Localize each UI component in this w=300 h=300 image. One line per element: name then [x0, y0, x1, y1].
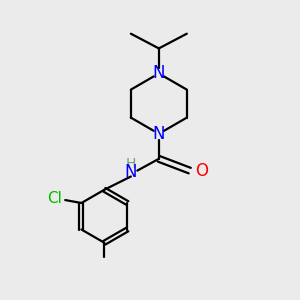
Text: H: H: [126, 157, 136, 171]
Text: Cl: Cl: [47, 191, 62, 206]
Text: O: O: [195, 162, 208, 180]
Text: N: N: [153, 64, 165, 82]
Text: N: N: [153, 125, 165, 143]
Text: N: N: [124, 163, 137, 181]
